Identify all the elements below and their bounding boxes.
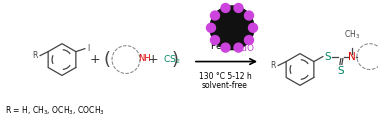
Text: 130 °C 5-12 h: 130 °C 5-12 h (198, 72, 251, 82)
Text: I: I (87, 44, 89, 53)
Text: N: N (348, 52, 356, 62)
Text: +: + (148, 53, 158, 66)
Circle shape (245, 11, 254, 20)
Circle shape (245, 36, 254, 45)
Circle shape (234, 43, 243, 52)
Text: R = H, CH$_3$, OCH$_3$, COCH$_3$: R = H, CH$_3$, OCH$_3$, COCH$_3$ (5, 105, 105, 117)
Circle shape (211, 36, 220, 45)
Text: ): ) (172, 51, 178, 69)
Text: S: S (325, 52, 331, 62)
Text: CS$_2$: CS$_2$ (163, 53, 180, 66)
Text: (: ( (104, 51, 110, 69)
Text: S: S (338, 67, 344, 77)
Circle shape (210, 6, 254, 50)
Text: R: R (32, 51, 37, 60)
Text: NH: NH (138, 54, 151, 63)
Text: CuO: CuO (235, 44, 254, 53)
Circle shape (211, 11, 220, 20)
Text: solvent-free: solvent-free (202, 81, 248, 90)
Circle shape (234, 3, 243, 12)
Circle shape (221, 43, 230, 52)
Circle shape (221, 3, 230, 12)
Circle shape (248, 23, 257, 32)
Circle shape (206, 23, 215, 32)
Text: Fe$_3$O$_4$-: Fe$_3$O$_4$- (210, 40, 241, 53)
Text: CH$_3$: CH$_3$ (344, 28, 360, 41)
Text: R: R (270, 61, 275, 70)
Text: +: + (90, 53, 100, 66)
